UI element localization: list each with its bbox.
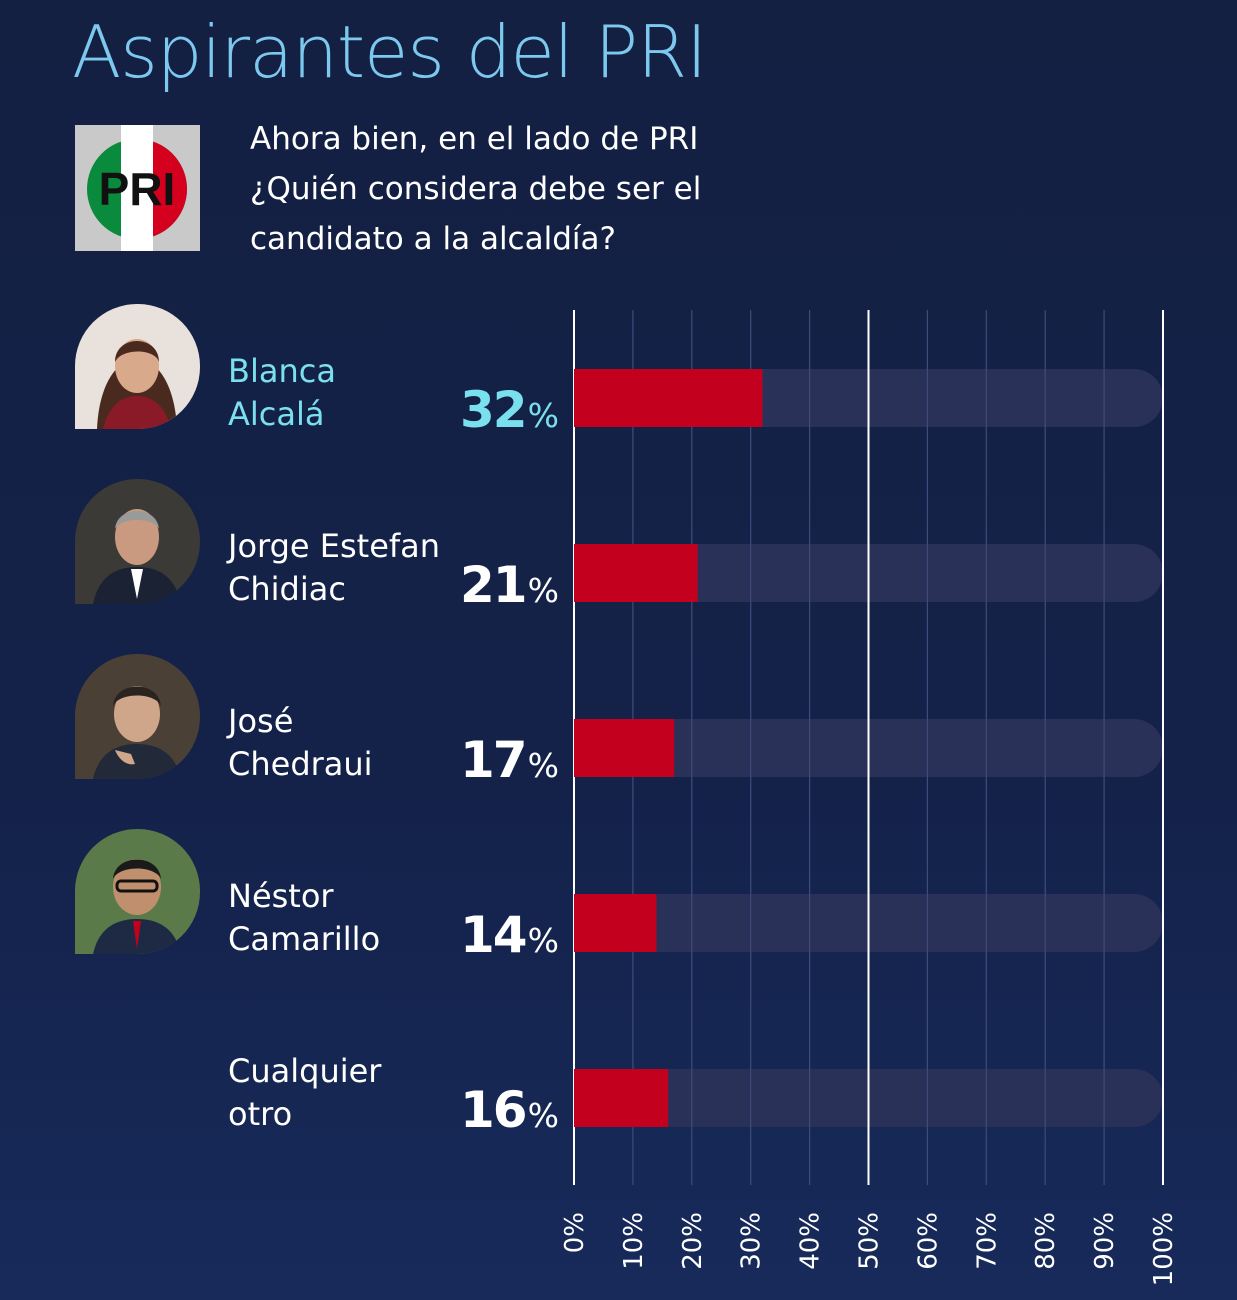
bar-4: [574, 894, 657, 952]
x-tick-label: 10%: [619, 1212, 649, 1270]
x-tick-label: 30%: [737, 1212, 767, 1270]
x-tick-label: 90%: [1090, 1212, 1120, 1270]
candidate-percent: 16%: [460, 1081, 559, 1139]
bar-1: [574, 369, 763, 427]
candidate-percent: 21%: [460, 556, 559, 614]
x-tick-label: 70%: [972, 1212, 1002, 1270]
candidate-row: Blanca Alcalá 32%: [0, 300, 570, 439]
x-tick-label: 0%: [560, 1212, 590, 1253]
candidate-name: José Chedraui: [228, 702, 373, 783]
survey-question: Ahora bien, en el lado de PRI ¿Quién con…: [250, 121, 702, 257]
candidate-percent: 32%: [460, 381, 559, 439]
chart-title: Aspirantes del PRI: [72, 10, 707, 94]
candidate-photo: [75, 654, 200, 779]
x-tick-label: 100%: [1149, 1212, 1179, 1286]
candidate-name: Jorge Estefan Chidiac: [228, 527, 441, 608]
pri-logo-text: PRI: [99, 163, 176, 215]
candidate-row: José Chedraui 17%: [0, 650, 570, 789]
x-tick-label: 20%: [678, 1212, 708, 1270]
x-tick-label: 60%: [913, 1212, 943, 1270]
candidate-photo: [75, 829, 200, 954]
x-tick-label: 40%: [796, 1212, 826, 1270]
x-tick-label: 80%: [1031, 1212, 1061, 1270]
candidate-row: Cualquier otro 16%: [0, 1000, 570, 1139]
candidate-name: Blanca Alcalá: [228, 352, 336, 433]
pri-logo: PRI: [75, 125, 200, 251]
candidate-row: Jorge Estefan Chidiac 21%: [0, 475, 570, 614]
candidate-name: Cualquier otro: [228, 1052, 382, 1133]
candidate-percent: 17%: [460, 731, 559, 789]
candidate-row: Néstor Camarillo 14%: [0, 825, 570, 964]
bar-2: [574, 544, 698, 602]
candidate-name: Néstor Camarillo: [228, 877, 381, 958]
x-tick-label: 50%: [855, 1212, 885, 1270]
bar-5: [574, 1069, 669, 1127]
bar-3: [574, 719, 675, 777]
candidate-photo: [75, 304, 200, 429]
candidate-percent: 14%: [460, 906, 559, 964]
candidate-photo: [75, 479, 200, 604]
